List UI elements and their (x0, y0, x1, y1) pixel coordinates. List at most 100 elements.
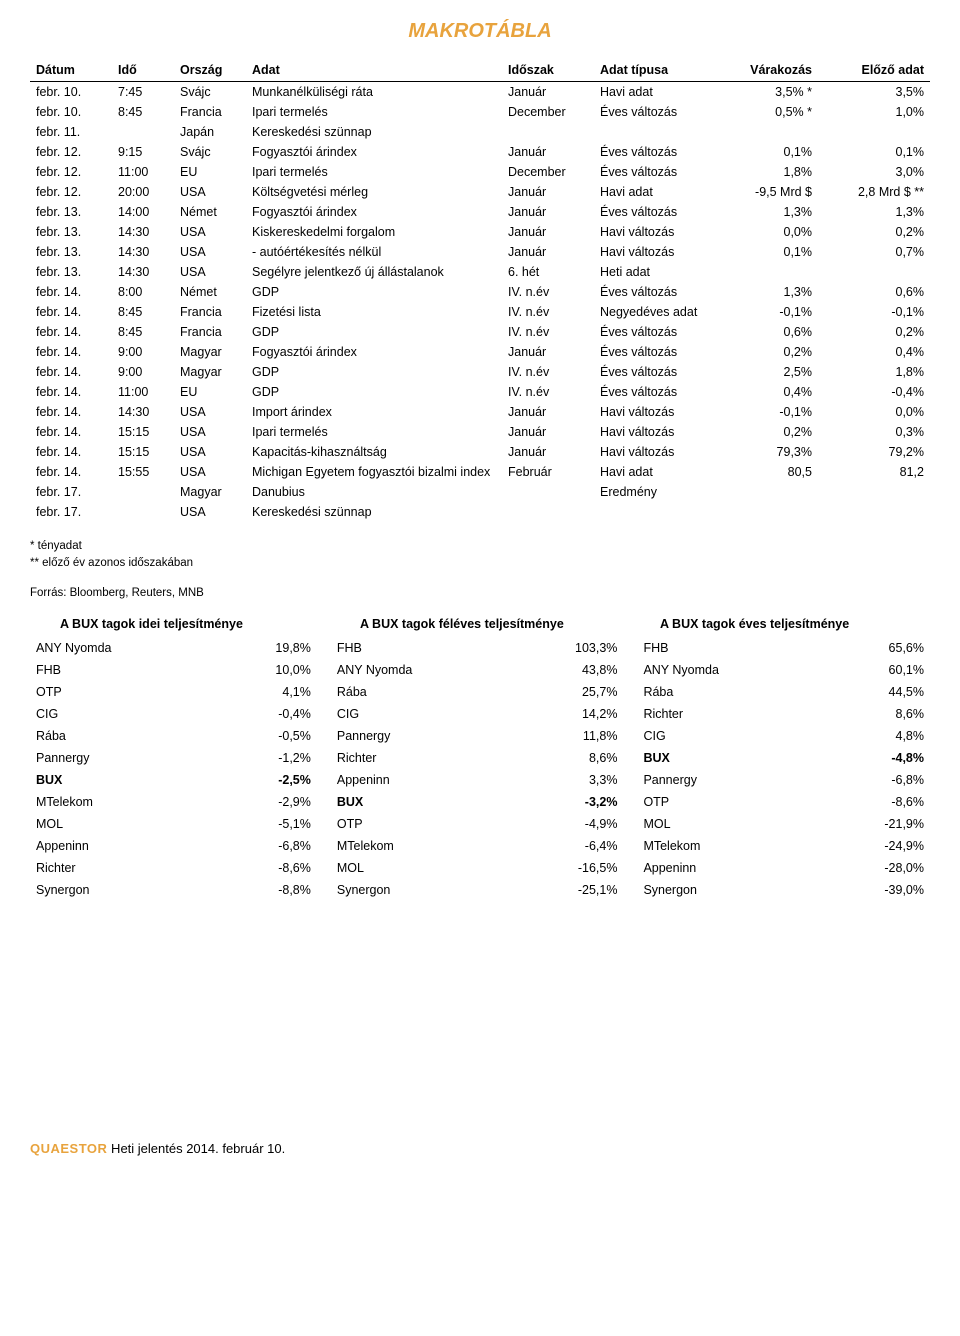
perf-header-0: A BUX tagok idei teljesítménye (30, 617, 330, 631)
table-row: OTP4,1%Rába25,7%Rába44,5% (30, 681, 930, 703)
perf-value: 60,1% (829, 659, 930, 681)
perf-name: Synergon (623, 879, 828, 901)
table-cell: 14:30 (112, 222, 174, 242)
macro-col-2: Ország (174, 59, 246, 82)
table-cell: IV. n.év (502, 282, 594, 302)
table-row: febr. 13.14:30USAKiskereskedelmi forgalo… (30, 222, 930, 242)
table-cell: December (502, 102, 594, 122)
perf-value: -16,5% (522, 857, 623, 879)
table-cell: 0,7% (818, 242, 930, 262)
table-cell: Magyar (174, 362, 246, 382)
table-cell: -0,1% (716, 302, 818, 322)
table-cell: 0,2% (818, 222, 930, 242)
table-row: febr. 13.14:00NémetFogyasztói árindexJan… (30, 202, 930, 222)
table-cell: 11:00 (112, 162, 174, 182)
table-row: febr. 13.14:30USA - autóértékesítés nélk… (30, 242, 930, 262)
table-cell: Német (174, 282, 246, 302)
perf-name: FHB (623, 637, 828, 659)
table-cell: 15:15 (112, 442, 174, 462)
macro-col-0: Dátum (30, 59, 112, 82)
perf-value: 4,8% (829, 725, 930, 747)
perf-name: BUX (317, 791, 522, 813)
perf-name: FHB (317, 637, 522, 659)
table-cell: febr. 13. (30, 202, 112, 222)
table-cell: Ipari termelés (246, 422, 502, 442)
perf-value: -4,8% (829, 747, 930, 769)
perf-name: OTP (30, 681, 216, 703)
table-cell: Január (502, 342, 594, 362)
table-cell: Eredmény (594, 482, 716, 502)
table-row: ANY Nyomda19,8%FHB103,3%FHB65,6% (30, 637, 930, 659)
table-row: Rába-0,5%Pannergy11,8%CIG4,8% (30, 725, 930, 747)
table-cell: 9:00 (112, 362, 174, 382)
table-cell: Francia (174, 102, 246, 122)
table-cell: febr. 12. (30, 182, 112, 202)
perf-name: Appeninn (317, 769, 522, 791)
perf-value: 65,6% (829, 637, 930, 659)
perf-value: -8,8% (216, 879, 317, 901)
table-cell: febr. 11. (30, 122, 112, 142)
table-cell: Havi változás (594, 402, 716, 422)
table-cell: 0,2% (716, 422, 818, 442)
perf-value: -6,8% (216, 835, 317, 857)
table-cell: Japán (174, 122, 246, 142)
table-cell: Éves változás (594, 282, 716, 302)
table-cell: USA (174, 422, 246, 442)
table-row: febr. 14.15:15USAIpari termelésJanuárHav… (30, 422, 930, 442)
table-row: febr. 12.11:00EUIpari termelésDecemberÉv… (30, 162, 930, 182)
table-cell: Éves változás (594, 142, 716, 162)
table-row: CIG-0,4%CIG14,2%Richter8,6% (30, 703, 930, 725)
table-cell: 0,4% (716, 382, 818, 402)
table-cell: Éves változás (594, 382, 716, 402)
table-cell: 3,5% * (716, 82, 818, 103)
table-cell: Danubius (246, 482, 502, 502)
perf-name: FHB (30, 659, 216, 681)
table-row: febr. 10.7:45SvájcMunkanélküliségi rátaJ… (30, 82, 930, 103)
table-row: MOL-5,1%OTP-4,9%MOL-21,9% (30, 813, 930, 835)
footer: QUAESTOR Heti jelentés 2014. február 10. (30, 1141, 930, 1156)
table-cell: 14:30 (112, 242, 174, 262)
perf-name: Richter (623, 703, 828, 725)
table-cell: febr. 12. (30, 162, 112, 182)
table-cell: 8:45 (112, 102, 174, 122)
table-cell: Kereskedési szünnap (246, 502, 502, 522)
table-cell: 15:15 (112, 422, 174, 442)
table-cell: febr. 14. (30, 362, 112, 382)
table-cell: -0,1% (716, 402, 818, 422)
perf-name: Richter (317, 747, 522, 769)
footer-brand: QUAESTOR (30, 1141, 107, 1156)
table-cell: febr. 13. (30, 222, 112, 242)
table-cell: Havi változás (594, 422, 716, 442)
table-cell (716, 502, 818, 522)
table-cell: Éves változás (594, 362, 716, 382)
perf-value: -0,4% (216, 703, 317, 725)
perf-name: OTP (317, 813, 522, 835)
perf-value: 19,8% (216, 637, 317, 659)
page-title: MAKROTÁBLA (30, 20, 930, 43)
table-cell: USA (174, 402, 246, 422)
perf-value: -2,9% (216, 791, 317, 813)
table-cell: Fogyasztói árindex (246, 342, 502, 362)
table-row: febr. 14.9:00MagyarGDPIV. n.évÉves válto… (30, 362, 930, 382)
table-cell: Éves változás (594, 102, 716, 122)
table-cell: 79,3% (716, 442, 818, 462)
table-cell: 0,2% (716, 342, 818, 362)
table-cell: Svájc (174, 142, 246, 162)
table-cell: 0,6% (818, 282, 930, 302)
perf-name: CIG (30, 703, 216, 725)
table-cell: IV. n.év (502, 322, 594, 342)
table-cell: 7:45 (112, 82, 174, 103)
table-cell: febr. 14. (30, 462, 112, 482)
table-cell: Kiskereskedelmi forgalom (246, 222, 502, 242)
table-cell (716, 262, 818, 282)
perf-value: -39,0% (829, 879, 930, 901)
table-cell (818, 502, 930, 522)
perf-value: 11,8% (522, 725, 623, 747)
table-cell: 14:30 (112, 262, 174, 282)
table-cell (716, 482, 818, 502)
table-cell: Fogyasztói árindex (246, 202, 502, 222)
perf-name: MOL (30, 813, 216, 835)
table-row: febr. 14.15:55USAMichigan Egyetem fogyas… (30, 462, 930, 482)
perf-value: -1,2% (216, 747, 317, 769)
table-cell: 1,8% (716, 162, 818, 182)
